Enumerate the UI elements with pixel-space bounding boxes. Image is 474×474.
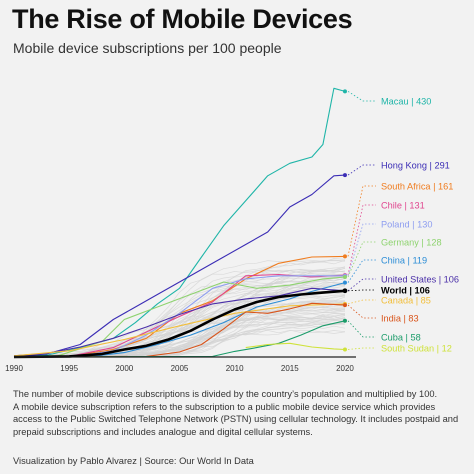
series-line-south-africa: [13, 255, 346, 358]
series-label-india: India | 83: [381, 314, 419, 324]
end-point-south-sudan: [342, 347, 347, 352]
series-line-germany: [13, 276, 346, 358]
background-country-line: [13, 317, 346, 358]
series-label-hong-kong: Hong Kong | 291: [381, 161, 450, 171]
x-tick-label: 2000: [115, 364, 133, 373]
end-point-south-africa: [342, 254, 347, 259]
series-label-canada: Canada | 85: [381, 296, 431, 306]
label-leader-cuba: [347, 320, 376, 338]
series-line-united-states: [13, 287, 346, 357]
label-leader-poland: [347, 223, 376, 276]
series-labels: Macau | 430 Hong Kong | 291 South Africa |…: [342, 89, 459, 354]
series-label-cuba: Cuba | 58: [381, 333, 421, 343]
x-axis: 1990 1995 2000 2005 2010 2015 2020: [5, 356, 356, 373]
chart-description: The number of mobile device subscription…: [13, 388, 465, 438]
x-tick-label: 1990: [5, 364, 23, 373]
label-leader-united-states: [347, 278, 376, 292]
label-leader-hong-kong: [347, 164, 376, 176]
end-point-china: [342, 280, 347, 285]
series-line-canada: [13, 303, 346, 357]
x-tick-label: 2015: [281, 364, 299, 373]
series-label-poland: Poland | 130: [381, 220, 432, 230]
series-label-south-sudan: South Sudan | 12: [381, 344, 452, 354]
series-line-india: [13, 302, 346, 358]
series-line-world: [13, 289, 346, 359]
chart-title: The Rise of Mobile Devices: [12, 4, 353, 34]
line-chart: Macau | 430 Hong Kong | 291 South Africa |…: [5, 87, 459, 373]
x-tick-label: 2005: [171, 364, 189, 373]
label-leader-chile: [347, 204, 376, 276]
end-point-hong-kong: [342, 173, 347, 178]
x-tick-label: 2010: [226, 364, 244, 373]
label-leader-india: [347, 304, 376, 319]
label-leader-south-sudan: [347, 347, 376, 350]
end-point-world: [342, 288, 348, 294]
series-line-cuba: [13, 320, 346, 358]
label-leader-world: [347, 289, 376, 292]
x-tick-label: 1995: [60, 364, 78, 373]
series-label-world: World | 106: [381, 286, 430, 296]
label-leader-china: [347, 259, 376, 283]
series-label-chile: Chile | 131: [381, 201, 425, 211]
label-leader-south-africa: [347, 185, 376, 257]
description-paragraph-2: A mobile device subscription refers to t…: [13, 401, 459, 437]
end-point-cuba: [342, 318, 347, 323]
end-point-macau: [342, 89, 347, 94]
series-line-hong-kong: [13, 174, 346, 357]
x-tick-label: 2020: [336, 364, 354, 373]
series-label-germany: Germany | 128: [381, 238, 442, 248]
end-point-germany: [342, 275, 347, 279]
highlight-lines: [13, 87, 346, 359]
series-label-united-states: United States | 106: [381, 275, 459, 285]
label-leader-germany: [347, 241, 376, 278]
series-label-south-africa: South Africa | 161: [381, 182, 453, 192]
series-line-south-sudan: [245, 342, 346, 351]
series-label-china: China | 119: [381, 256, 427, 266]
description-paragraph-1: The number of mobile device subscription…: [13, 389, 438, 399]
series-label-macau: Macau | 430: [381, 97, 431, 107]
label-leader-macau: [347, 91, 376, 102]
label-leader-canada: [347, 299, 376, 305]
end-point-india: [342, 303, 347, 308]
chart-credit: Visualization by Pablo Alvarez | Source:…: [13, 456, 254, 466]
chart-subtitle: Mobile device subscriptions per 100 peop…: [13, 40, 282, 56]
